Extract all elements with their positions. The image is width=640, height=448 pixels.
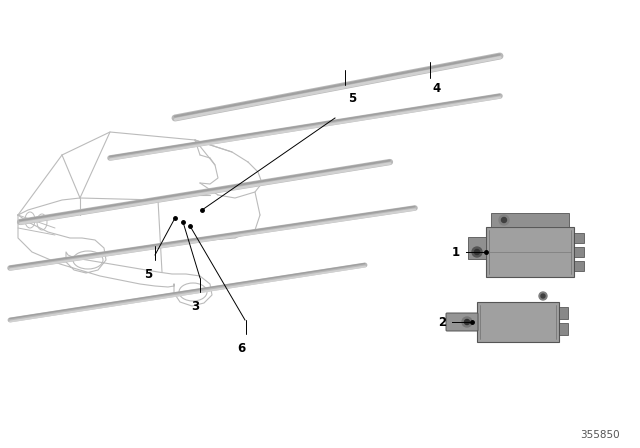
FancyBboxPatch shape — [446, 313, 478, 331]
FancyBboxPatch shape — [491, 213, 569, 227]
Text: 1: 1 — [452, 246, 460, 258]
Circle shape — [474, 250, 479, 254]
Text: 4: 4 — [432, 82, 440, 95]
FancyBboxPatch shape — [574, 247, 584, 257]
Circle shape — [462, 317, 472, 327]
Text: 5: 5 — [348, 92, 356, 105]
Text: 3: 3 — [191, 300, 199, 313]
Circle shape — [539, 292, 547, 300]
Text: 6: 6 — [237, 342, 245, 355]
Circle shape — [499, 215, 509, 225]
FancyBboxPatch shape — [559, 307, 568, 319]
FancyBboxPatch shape — [486, 227, 574, 277]
Circle shape — [472, 247, 482, 257]
FancyBboxPatch shape — [468, 237, 486, 259]
FancyBboxPatch shape — [574, 261, 584, 271]
Text: 5: 5 — [144, 268, 152, 281]
FancyBboxPatch shape — [477, 302, 559, 342]
Text: 355850: 355850 — [580, 430, 620, 440]
Circle shape — [502, 217, 506, 223]
FancyBboxPatch shape — [559, 323, 568, 335]
Text: 2: 2 — [438, 315, 446, 328]
Circle shape — [541, 294, 545, 298]
FancyBboxPatch shape — [574, 233, 584, 243]
Circle shape — [465, 319, 470, 324]
Polygon shape — [18, 215, 212, 306]
